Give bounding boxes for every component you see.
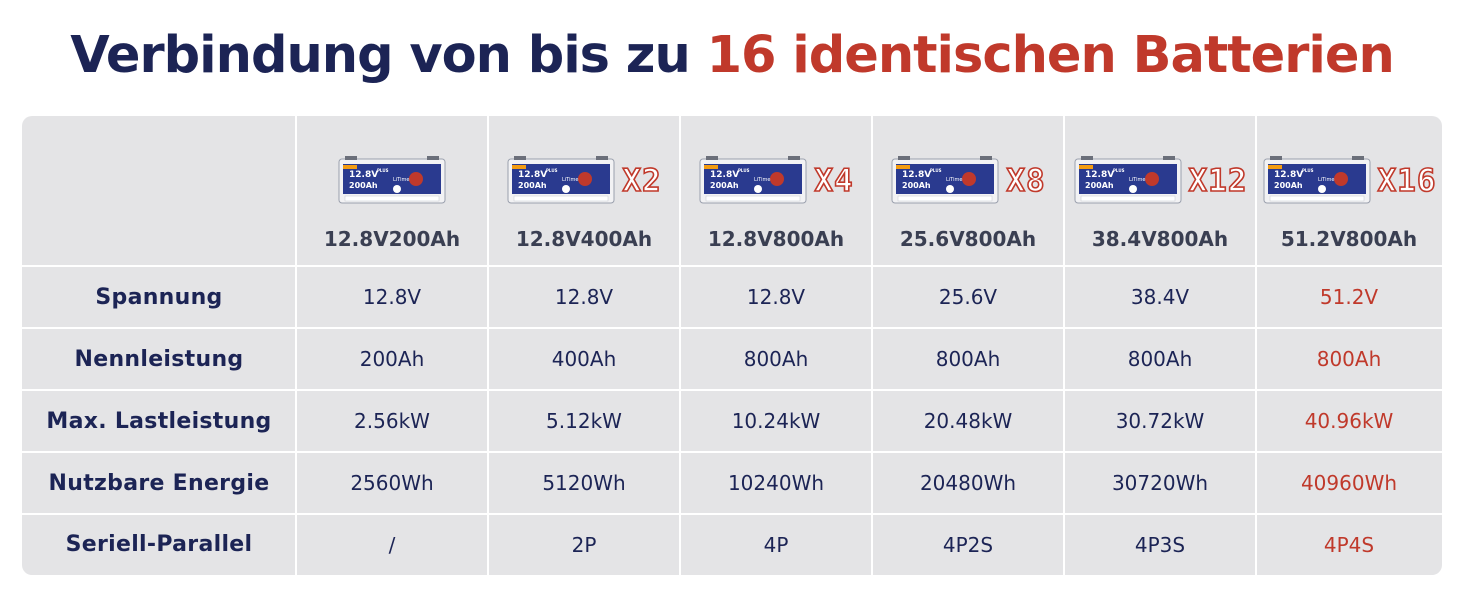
column-image: 12.8V 200Ah PLUS LiTime X2 [488, 156, 680, 206]
column-image: 12.8V 200Ah PLUS LiTime X16 [1256, 156, 1442, 206]
svg-text:PLUS: PLUS [377, 168, 389, 173]
table-cell: 30720Wh [1111, 471, 1209, 495]
svg-text:200Ah: 200Ah [1274, 181, 1303, 190]
title-main: Verbindung von bis zu [70, 26, 691, 85]
svg-text:12.8V: 12.8V [902, 170, 931, 180]
table-cell: 12.8V [746, 285, 806, 309]
table-cell: 400Ah [551, 347, 617, 371]
svg-text:PLUS: PLUS [1302, 168, 1314, 173]
table-cell: 2P [571, 532, 597, 557]
svg-text:12.8V: 12.8V [518, 170, 547, 180]
svg-text:12.8V: 12.8V [710, 170, 739, 180]
table-cell: 25.6V [938, 285, 998, 309]
multiplier-label: X12 [1188, 162, 1248, 200]
table-cell: 4P [763, 532, 789, 557]
title-highlight: 16 identischen Batterien [706, 26, 1395, 85]
column-header: 12.8V400Ah [515, 227, 653, 251]
column-header: 38.4V800Ah [1091, 227, 1229, 251]
svg-text:PLUS: PLUS [546, 168, 558, 173]
multiplier-label: X16 [1377, 162, 1437, 200]
table-cell: 800Ah [935, 347, 1001, 371]
grid-line-horizontal [22, 513, 1442, 515]
svg-text:12.8V: 12.8V [349, 170, 378, 180]
table-cell: 5.12kW [546, 409, 622, 433]
svg-text:LiTime: LiTime [1318, 177, 1334, 183]
battery-icon: 12.8V200Ah PLUS LiTime [338, 156, 446, 204]
table-cell: 51.2V [1319, 285, 1379, 309]
row-label: Nutzbare Energie [48, 470, 270, 496]
table-cell: 38.4V [1130, 285, 1190, 309]
grid-line-vertical [679, 116, 681, 575]
page-title: Verbindung von bis zu 16 identischen Bat… [0, 26, 1464, 85]
row-label: Seriell-Parallel [65, 532, 253, 557]
svg-text:LiTime: LiTime [562, 177, 578, 183]
table-cell: 12.8V [554, 285, 614, 309]
battery-icon: 12.8V200Ah PLUS LiTime [891, 156, 999, 204]
table-cell: 20480Wh [919, 471, 1017, 495]
table-cell: 800Ah [1316, 347, 1382, 371]
table-cell: 30.72kW [1115, 409, 1205, 433]
svg-text:LiTime: LiTime [946, 177, 962, 183]
svg-text:200Ah: 200Ah [902, 181, 931, 190]
table-cell: 800Ah [1127, 347, 1193, 371]
svg-text:PLUS: PLUS [738, 168, 750, 173]
row-label: Spannung [95, 284, 223, 310]
grid-line-vertical [871, 116, 873, 575]
battery-icon: 12.8V200Ah PLUS LiTime [699, 156, 807, 204]
column-header: 12.8V800Ah [707, 227, 845, 251]
svg-text:12.8V: 12.8V [1085, 170, 1114, 180]
battery-icon: 12.8V200Ah PLUS LiTime [1263, 156, 1370, 204]
column-image: 12.8V 200Ah PLUS LiTime X12 [1064, 156, 1256, 206]
svg-text:LiTime: LiTime [393, 177, 409, 183]
svg-text:200Ah: 200Ah [1085, 181, 1114, 190]
svg-text:200Ah: 200Ah [710, 181, 739, 190]
grid-line-horizontal [22, 265, 1442, 267]
table-cell: 2560Wh [350, 471, 434, 495]
multiplier-label: X4 [814, 162, 854, 200]
svg-text:12.8V: 12.8V [1274, 170, 1303, 180]
grid-line-vertical [1063, 116, 1065, 575]
table-cell: 2.56kW [354, 409, 430, 433]
column-image: 12.8V 200Ah PLUS LiTime X8 [872, 156, 1064, 206]
grid-line-horizontal [22, 451, 1442, 453]
column-header: 51.2V800Ah [1280, 227, 1418, 251]
table-cell: 40960Wh [1300, 471, 1398, 495]
battery-icon: 12.8V200Ah PLUS LiTime [507, 156, 615, 204]
comparison-table: 12.8V 200Ah PLUS LiTime 12.8V200Ah 12.8V 200Ah… [22, 116, 1442, 575]
svg-text:PLUS: PLUS [930, 168, 942, 173]
table-cell: / [388, 532, 396, 557]
table-cell: 4P3S [1134, 532, 1186, 557]
grid-line-horizontal [22, 389, 1442, 391]
multiplier-label: X8 [1006, 162, 1046, 200]
table-cell: 5120Wh [542, 471, 626, 495]
table-cell: 4P2S [942, 532, 994, 557]
svg-text:LiTime: LiTime [754, 177, 770, 183]
column-header: 25.6V800Ah [899, 227, 1037, 251]
column-image: 12.8V 200Ah PLUS LiTime [296, 156, 488, 206]
table-cell: 10.24kW [731, 409, 821, 433]
svg-text:LiTime: LiTime [1129, 177, 1145, 183]
table-cell: 40.96kW [1304, 409, 1394, 433]
table-cell: 4P4S [1323, 532, 1375, 557]
column-image: 12.8V 200Ah PLUS LiTime X4 [680, 156, 872, 206]
row-label: Max. Lastleistung [46, 408, 272, 434]
grid-line-vertical [487, 116, 489, 575]
table-cell: 800Ah [743, 347, 809, 371]
battery-icon: 12.8V200Ah PLUS LiTime [1074, 156, 1181, 204]
table-cell: 20.48kW [923, 409, 1013, 433]
table-cell: 200Ah [359, 347, 425, 371]
grid-line-vertical [1255, 116, 1257, 575]
table-cell: 10240Wh [727, 471, 825, 495]
svg-text:200Ah: 200Ah [518, 181, 547, 190]
multiplier-label: X2 [622, 162, 662, 200]
column-header: 12.8V200Ah [323, 227, 461, 251]
svg-text:PLUS: PLUS [1113, 168, 1125, 173]
grid-line-horizontal [22, 327, 1442, 329]
row-label: Nennleistung [74, 346, 244, 372]
table-cell: 12.8V [362, 285, 422, 309]
svg-text:200Ah: 200Ah [349, 181, 378, 190]
grid-line-vertical [295, 116, 297, 575]
